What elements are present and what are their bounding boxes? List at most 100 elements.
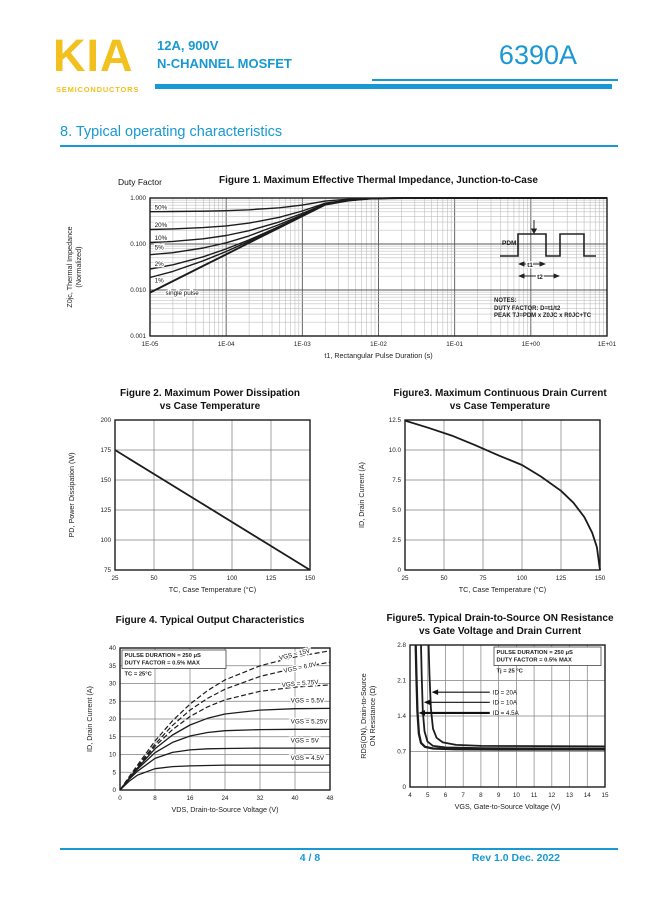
figure3-canvas: 25 50 75 100 125 150 12.5 10.0 7.5 5.0 2.5 0 TC, Cas… — [357, 417, 606, 594]
svg-text:0: 0 — [112, 787, 116, 794]
svg-text:DUTY FACTOR = 0.5% MAX: DUTY FACTOR = 0.5% MAX — [125, 661, 200, 667]
part-rating: 12A, 900V — [157, 38, 219, 53]
svg-text:50: 50 — [150, 575, 158, 582]
figure1-duty-factor-label: Duty Factor — [118, 177, 162, 187]
figure1-chart: 50% 20% 10% 5% 2% 1% single pulse 1E-05 1E-04 1E-… — [60, 170, 618, 389]
figure2-title: Figure 2. Maximum Power Dissipation vs C… — [100, 387, 320, 413]
footer-page-indicator: 4 / 8 — [299, 852, 321, 864]
svg-text:1E-05: 1E-05 — [142, 341, 159, 348]
svg-text:75: 75 — [104, 567, 112, 574]
header-thin-rule — [372, 79, 618, 81]
figure1: Figure 1. Maximum Effective Thermal Impe… — [60, 170, 618, 384]
annotation: VGS = 5.25V — [291, 719, 329, 726]
svg-text:200: 200 — [100, 417, 111, 424]
svg-text:0.001: 0.001 — [130, 333, 146, 340]
svg-text:100: 100 — [100, 537, 111, 544]
figure3-title: Figure3. Maximum Continuous Drain Curren… — [390, 387, 610, 413]
svg-text:50: 50 — [440, 575, 448, 582]
annotation: 20% — [155, 222, 168, 229]
svg-text:40: 40 — [109, 645, 117, 652]
svg-text:10: 10 — [513, 792, 521, 799]
svg-text:0.7: 0.7 — [397, 749, 406, 756]
series-vgs-4.5v — [119, 764, 330, 791]
figure2: Figure 2. Maximum Power Dissipation vs C… — [60, 385, 330, 600]
svg-text:1E+00: 1E+00 — [522, 341, 541, 348]
series-vgs-15v — [119, 650, 331, 791]
svg-text:125: 125 — [556, 575, 567, 582]
svg-text:48: 48 — [326, 795, 334, 802]
t2-label: t2 — [537, 274, 543, 281]
annotation: 50% — [155, 205, 168, 212]
svg-text:1E-04: 1E-04 — [218, 341, 235, 348]
svg-text:100: 100 — [227, 575, 238, 582]
svg-text:6: 6 — [444, 792, 448, 799]
svg-text:1E+01: 1E+01 — [598, 341, 617, 348]
svg-text:125: 125 — [100, 507, 111, 514]
figure5-title: Figure5. Typical Drain-to-Source ON Resi… — [380, 612, 620, 638]
figure4-chart: PULSE DURATION = 250 μS DUTY FACTOR = 0.5… — [60, 640, 345, 821]
svg-text:4: 4 — [408, 792, 412, 799]
svg-text:16: 16 — [186, 795, 194, 802]
svg-text:1E-03: 1E-03 — [294, 341, 311, 348]
svg-text:1.4: 1.4 — [397, 713, 406, 720]
figure1-notes: NOTES: DUTY FACTOR: D=t1/t2 PEAK TJ=PDM … — [494, 298, 622, 321]
svg-text:1E-02: 1E-02 — [370, 341, 387, 348]
svg-text:40: 40 — [291, 795, 299, 802]
svg-text:9: 9 — [497, 792, 501, 799]
part-type: N-CHANNEL MOSFET — [157, 56, 292, 71]
svg-text:ID = 4.5A: ID = 4.5A — [493, 710, 520, 717]
svg-text:2.5: 2.5 — [392, 537, 401, 544]
svg-text:75: 75 — [189, 575, 197, 582]
svg-text:25: 25 — [111, 575, 119, 582]
annotation: single pulse — [166, 290, 200, 297]
t1-label: t1 — [527, 262, 533, 269]
annotation: VGS = 4.5V — [291, 755, 325, 762]
svg-text:ID = 10A: ID = 10A — [493, 700, 518, 707]
svg-text:PULSE DURATION = 250 μS: PULSE DURATION = 250 μS — [497, 650, 574, 656]
svg-text:Tj = 25 °C: Tj = 25 °C — [497, 669, 524, 675]
arrow-right-icon — [539, 261, 546, 267]
annotation: VGS = 6.0V — [283, 661, 318, 675]
figure2-title-line1: Figure 2. Maximum Power Dissipation — [119, 388, 301, 399]
svg-text:15: 15 — [109, 734, 117, 741]
annotation: 2% — [155, 261, 165, 268]
svg-text:100: 100 — [517, 575, 528, 582]
figure5-chart: PULSE DURATION = 250 μS DUTY FACTOR = 0.5… — [350, 640, 635, 821]
figure2-canvas: 25 50 75 100 125 150 200 175 150 125 100 75 TC, Case… — [67, 417, 316, 594]
series-vgs-5.25v — [119, 728, 330, 791]
kia-logo: KIA — [53, 30, 134, 81]
svg-text:VDS, Drain-to-Source Voltage (: VDS, Drain-to-Source Voltage (V) — [171, 805, 278, 814]
svg-text:5: 5 — [426, 792, 430, 799]
svg-text:DUTY FACTOR = 0.5% MAX: DUTY FACTOR = 0.5% MAX — [497, 658, 572, 664]
svg-text:(Normalized): (Normalized) — [74, 246, 83, 287]
svg-text:0.100: 0.100 — [130, 241, 146, 248]
svg-text:ON Resistance (Ω): ON Resistance (Ω) — [368, 686, 377, 747]
svg-text:15: 15 — [601, 792, 609, 799]
svg-text:20: 20 — [109, 716, 117, 723]
annotation: 10% — [155, 235, 168, 242]
annotation: VGS = 5.5V — [291, 698, 325, 705]
figure4: Figure 4. Typical Output Characteristics… — [60, 610, 345, 845]
series-max-power-dissipation — [114, 449, 311, 571]
arrow-right-icon — [553, 273, 560, 279]
figure3-chart: 25 50 75 100 125 150 12.5 10.0 7.5 5.0 2.5 0 TC, Cas… — [350, 415, 620, 605]
svg-text:24: 24 — [221, 795, 229, 802]
footer-revision: Rev 1.0 Dec. 2022 — [471, 852, 560, 864]
figure1-title: Figure 1. Maximum Effective Thermal Impe… — [219, 175, 538, 186]
svg-text:1.000: 1.000 — [130, 195, 146, 202]
figure4-title: Figure 4. Typical Output Characteristics — [115, 615, 305, 626]
figure4-canvas: PULSE DURATION = 250 μS DUTY FACTOR = 0.5… — [85, 645, 334, 814]
figure3-title-line2: vs Case Temperature — [449, 401, 551, 412]
svg-text:0: 0 — [397, 567, 401, 574]
series-id-4.5a — [414, 644, 605, 751]
section-title: 8. Typical operating characteristics — [60, 124, 283, 140]
header-thick-rule — [155, 84, 612, 89]
svg-text:TC, Case Temperature (°C): TC, Case Temperature (°C) — [169, 585, 256, 594]
svg-text:5: 5 — [112, 769, 116, 776]
figure2-title-line2: vs Case Temperature — [159, 401, 261, 412]
part-number: 6390A — [498, 40, 577, 70]
svg-text:2.1: 2.1 — [397, 678, 406, 685]
svg-text:13: 13 — [566, 792, 574, 799]
note-line: NOTES: — [494, 298, 517, 304]
svg-text:14: 14 — [584, 792, 592, 799]
